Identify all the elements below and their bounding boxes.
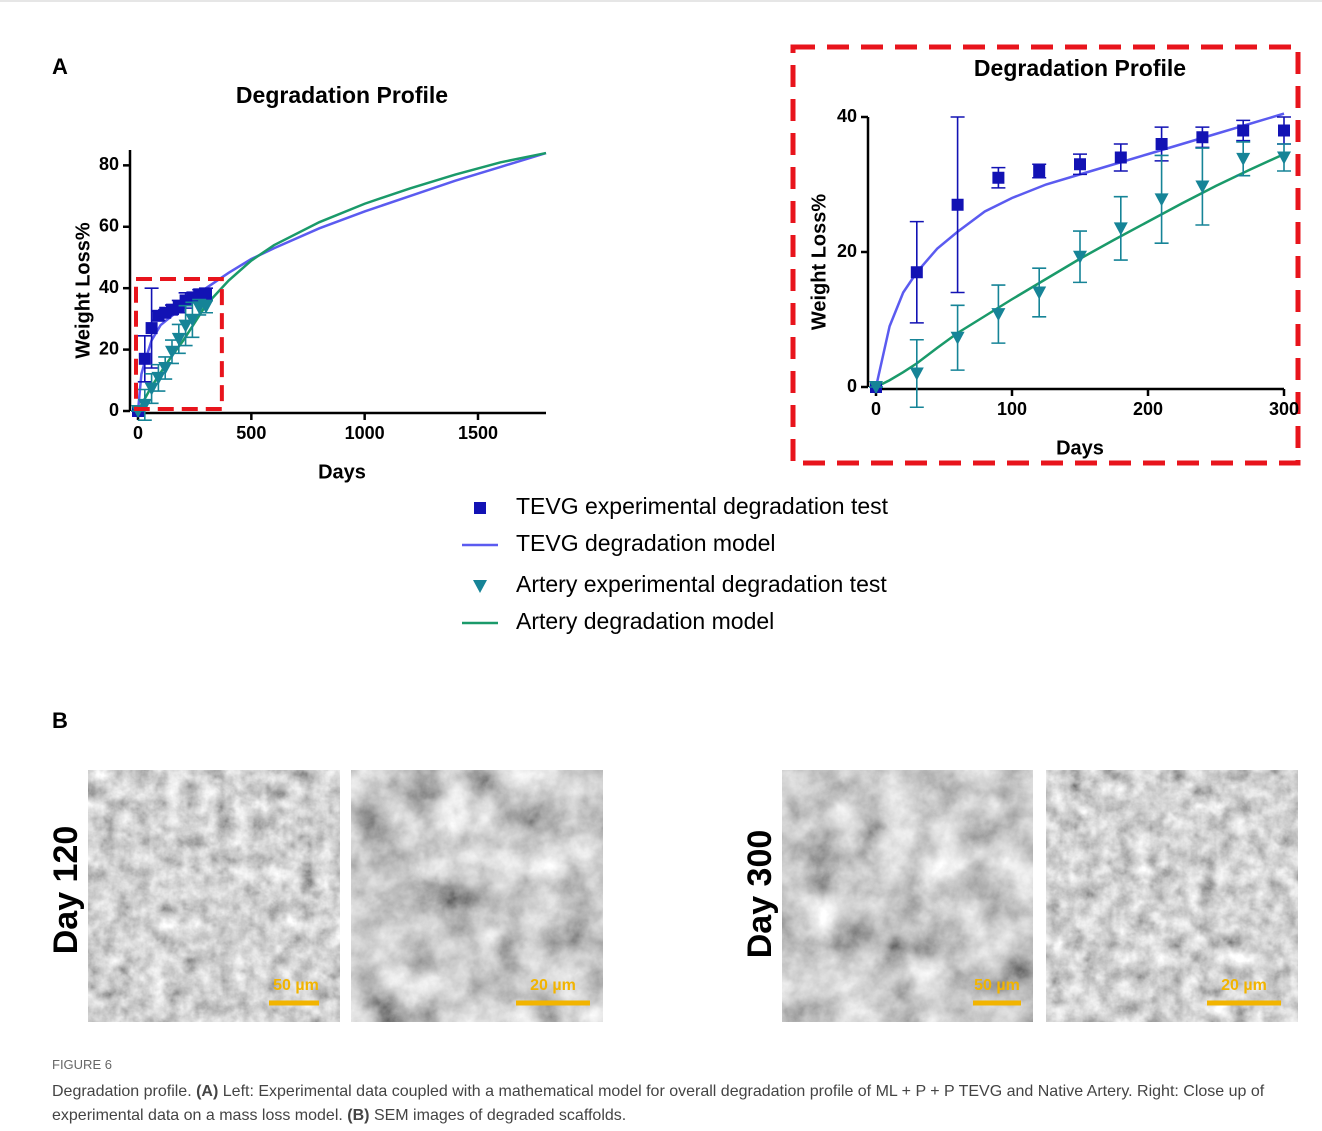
y-tick-label: 40 [99,277,119,297]
scale-bar-label: 20 µm [530,977,576,994]
x-tick-label: 500 [236,423,266,443]
marker [139,353,151,365]
marker [1074,158,1086,170]
y-axis-label: Weight Loss% [808,194,830,331]
y-tick-label: 0 [109,400,119,420]
model-line [138,153,546,411]
panel-label: A [52,54,68,79]
marker [1033,165,1045,177]
caption-text: (A) [196,1083,218,1100]
figure: A B Day 120 50 µm 20 µm Day 300 50 µm 20… [0,0,1322,1040]
marker [952,199,964,211]
marker [200,288,212,300]
marker [1115,152,1127,164]
page: { "panel_a_label": "A", "panel_b_label":… [0,0,1322,1131]
chart-title: Degradation Profile [974,55,1186,81]
x-tick-label: 200 [1133,399,1163,419]
x-tick-label: 100 [997,399,1027,419]
marker [1278,125,1290,137]
marker [1155,193,1169,206]
marker [146,322,158,334]
legend-label: Artery experimental degradation test [516,571,887,597]
caption: FIGURE 6 Degradation profile. (A) Left: … [52,1056,1282,1128]
marker [1196,131,1208,143]
x-tick-label: 0 [871,399,881,419]
figure-label: FIGURE 6 [52,1056,1282,1074]
y-tick-label: 80 [99,154,119,174]
marker [1156,138,1168,150]
x-axis-label: Days [1056,437,1104,459]
model-line [138,153,546,411]
scale-bar-label: 50 µm [273,977,319,994]
legend-marker [474,502,486,514]
y-tick-label: 0 [847,376,857,396]
x-tick-label: 300 [1269,399,1299,419]
legend-label: Artery degradation model [516,608,774,634]
legend-marker [473,580,487,593]
panel-label: B [52,708,68,733]
row-label: Day 300 [741,830,779,959]
marker [1236,153,1250,166]
marker [1237,125,1249,137]
caption-text: SEM images of degraded scaffolds. [374,1107,626,1124]
caption-text: Left: Experimental data coupled with a m… [52,1083,1264,1124]
chart-title: Degradation Profile [236,82,448,108]
y-tick-label: 20 [99,338,119,358]
caption-text: Degradation profile. [52,1083,192,1100]
marker [1032,287,1046,300]
x-tick-label: 1000 [345,423,385,443]
scale-bar-label: 20 µm [1221,977,1267,994]
marker [910,368,924,381]
y-tick-label: 40 [837,106,857,126]
legend-label: TEVG experimental degradation test [516,493,889,519]
legend-label: TEVG degradation model [516,530,776,556]
x-axis-label: Days [318,461,366,483]
row-label: Day 120 [47,826,85,955]
x-tick-label: 1500 [458,423,498,443]
marker [992,172,1004,184]
y-tick-label: 60 [99,216,119,236]
y-axis-label: Weight Loss% [72,222,94,359]
y-tick-label: 20 [837,241,857,261]
scale-bar-label: 50 µm [974,977,1020,994]
marker [1277,152,1291,165]
x-tick-label: 0 [133,423,143,443]
marker [991,308,1005,321]
caption-text: (B) [347,1107,369,1124]
marker [951,332,965,345]
marker [911,266,923,278]
